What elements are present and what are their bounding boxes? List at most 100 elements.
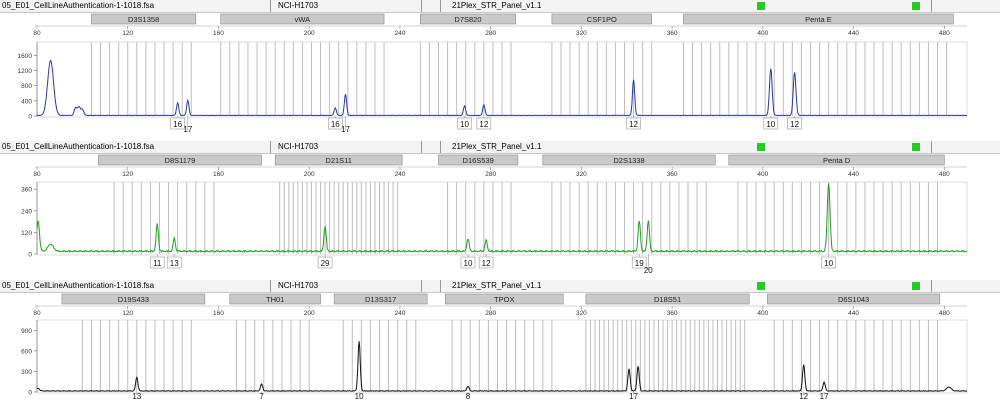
allele-call-label: 8: [466, 392, 471, 400]
allele-call-label: 17: [629, 392, 638, 400]
locus-bar[interactable]: [91, 13, 197, 25]
locus-bar[interactable]: [420, 13, 516, 25]
locus-name: vWA: [295, 15, 311, 24]
allele-call-box[interactable]: [166, 256, 182, 269]
locus-bar[interactable]: [551, 13, 653, 25]
x-tick-label: 400: [757, 171, 768, 178]
locus-name: TPOX: [494, 295, 514, 304]
allele-call-box[interactable]: [821, 256, 836, 269]
panel-header: 05_E01_CellLineAuthentication-1-1018.fsa…: [0, 0, 1000, 13]
panel-name: 21Plex_STR_Panel_v1.1: [452, 142, 542, 151]
status-indicator-icon: [912, 282, 920, 290]
locus-bar[interactable]: [542, 154, 716, 166]
locus-bar[interactable]: [767, 293, 941, 305]
y-tick-label: 360: [21, 187, 32, 194]
x-tick-label: 480: [939, 171, 950, 178]
locus-bar[interactable]: [61, 293, 206, 305]
x-tick-label: 440: [848, 171, 859, 178]
x-tick-label: 320: [576, 171, 587, 178]
allele-call-box[interactable]: [631, 256, 647, 269]
x-tick-label: 400: [757, 310, 768, 317]
y-tick-label: 600: [21, 348, 32, 355]
x-tick-label: 200: [304, 171, 315, 178]
locus-name: TH01: [266, 295, 284, 304]
allele-call-box[interactable]: [460, 256, 476, 269]
plot-area: [36, 319, 968, 394]
allele-call-label: 10: [355, 392, 364, 400]
x-tick-label: 440: [848, 30, 859, 37]
allele-call-box[interactable]: [170, 117, 185, 130]
allele-call-box[interactable]: [149, 256, 165, 269]
x-tick-label: 280: [485, 310, 496, 317]
locus-bar[interactable]: [728, 154, 945, 166]
x-tick-label: 240: [394, 30, 405, 37]
signal-trace: [36, 59, 967, 117]
status-indicator-icon: [912, 143, 920, 151]
sample-name: NCI-H1703: [278, 1, 319, 10]
allele-call-label: 17: [820, 392, 829, 400]
locus-bar[interactable]: [274, 154, 403, 166]
y-tick-label: 240: [21, 208, 32, 215]
allele-call-box[interactable]: [763, 117, 779, 130]
locus-name: D16S539: [463, 156, 494, 165]
x-tick-label: 360: [667, 30, 678, 37]
status-field: [440, 0, 932, 12]
allele-call-label: 10: [464, 259, 473, 268]
electropherogram-chart[interactable]: D8S1179 D21S11 D16S539 D2S1338 Penta D80 120 1…: [0, 153, 1000, 274]
y-tick-label: 1600: [18, 53, 33, 60]
allele-call-label: 12: [479, 120, 488, 129]
signal-trace: [36, 341, 968, 392]
x-tick-label: 280: [485, 171, 496, 178]
x-tick-label: 480: [939, 310, 950, 317]
locus-bar[interactable]: [220, 13, 385, 25]
allele-call-box[interactable]: [327, 117, 343, 130]
file-name: 05_E01_CellLineAuthentication-1-1018.fsa: [2, 1, 155, 10]
y-tick-label: 800: [21, 83, 32, 90]
x-tick-label: 200: [304, 30, 315, 37]
allele-call-label: 13: [132, 392, 141, 400]
allele-call-box[interactable]: [626, 117, 641, 130]
locus-bar[interactable]: [444, 293, 564, 305]
status-field: [440, 141, 932, 153]
x-tick-label: 80: [33, 171, 41, 178]
allele-call-box[interactable]: [476, 117, 492, 130]
locus-bar[interactable]: [438, 154, 519, 166]
locus-bar[interactable]: [585, 293, 750, 305]
locus-bar[interactable]: [683, 13, 954, 25]
allele-call-box[interactable]: [317, 256, 333, 269]
sample-field: [270, 0, 422, 12]
x-tick-label: 440: [848, 310, 859, 317]
allele-call-label: 19: [635, 259, 644, 268]
allele-call-box[interactable]: [787, 117, 802, 130]
locus-bar[interactable]: [97, 154, 262, 166]
x-tick-label: 160: [213, 310, 224, 317]
locus-bar[interactable]: [229, 293, 321, 305]
allele-call-box[interactable]: [457, 117, 472, 130]
electropherogram-chart[interactable]: D3S1358 vWA D7S820 CSF1PO Penta E80 120 160 200…: [0, 12, 1000, 133]
allele-call-label: 17: [341, 125, 350, 133]
x-tick-label: 80: [33, 30, 41, 37]
allele-call-label: 17: [183, 125, 192, 133]
panel-name: 21Plex_STR_Panel_v1.1: [452, 1, 542, 10]
allele-call-box[interactable]: [478, 256, 494, 269]
panel-header: 05_E01_CellLineAuthentication-1-1018.fsa…: [0, 141, 1000, 154]
locus-name: D19S433: [118, 295, 149, 304]
x-tick-label: 360: [667, 171, 678, 178]
locus-bar[interactable]: [333, 293, 428, 305]
locus-name: D3S1358: [128, 15, 159, 24]
allele-call-label: 11: [153, 259, 162, 268]
allele-call-label: 16: [331, 120, 340, 129]
allele-call-label: 16: [173, 120, 182, 129]
x-tick-label: 160: [213, 171, 224, 178]
sample-field: [270, 141, 422, 153]
y-tick-label: 1200: [18, 68, 33, 75]
status-indicator-icon: [757, 282, 765, 290]
y-tick-label: 0: [28, 390, 32, 397]
locus-name: D6S1043: [838, 295, 869, 304]
allele-call-label: 10: [460, 120, 469, 129]
y-tick-label: 0: [28, 252, 32, 259]
allele-call-label: 12: [799, 392, 808, 400]
status-indicator-icon: [912, 2, 920, 10]
status-indicator-icon: [757, 143, 765, 151]
